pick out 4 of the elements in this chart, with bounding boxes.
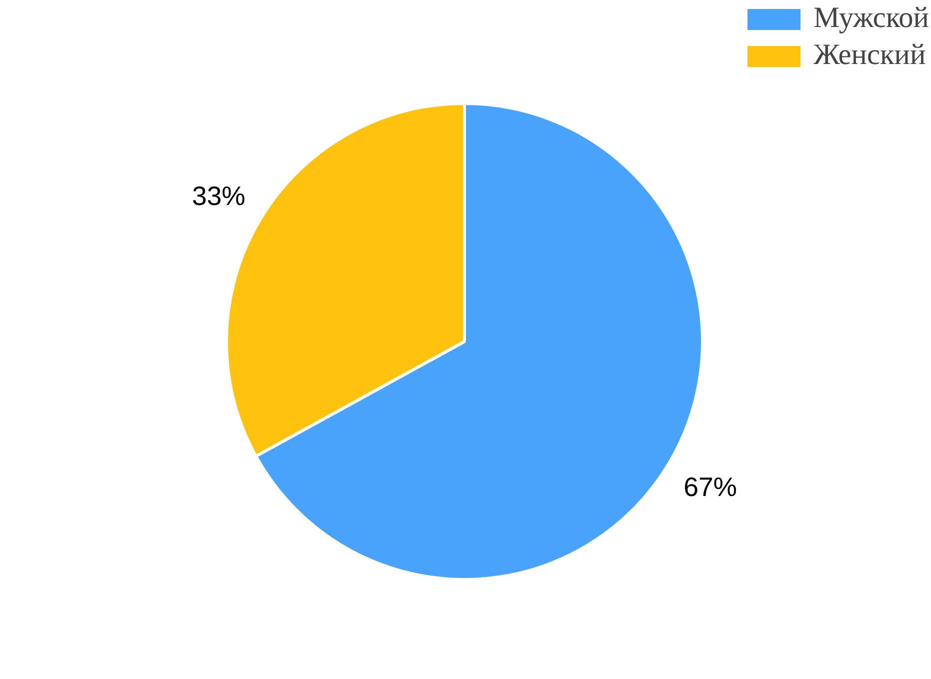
- data-label: 33%: [192, 181, 246, 212]
- legend-label: Женский: [814, 39, 926, 72]
- legend-label: Мужской: [814, 2, 929, 35]
- data-label: 67%: [684, 472, 738, 502]
